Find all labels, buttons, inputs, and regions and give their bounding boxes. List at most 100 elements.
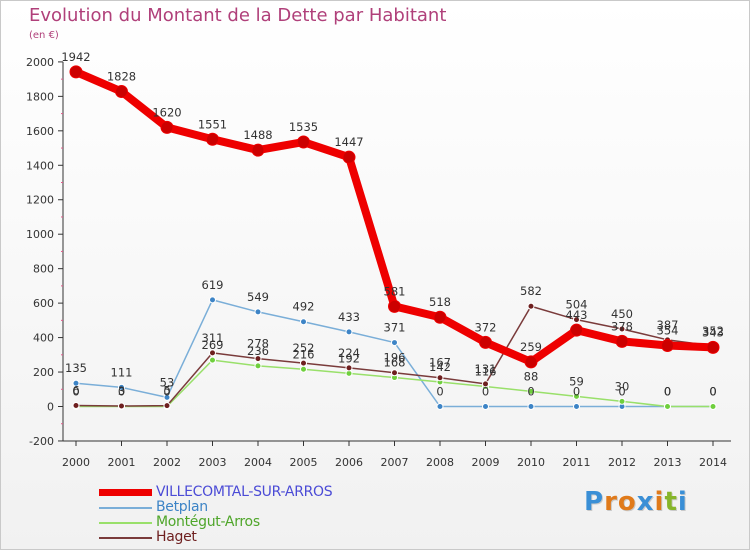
- y-tick-label: 1800: [26, 90, 54, 103]
- legend-label: Betplan: [156, 499, 208, 515]
- data-point: [482, 403, 489, 410]
- data-label: 0: [664, 385, 671, 399]
- brand-logo: Proxiti: [584, 487, 688, 517]
- data-label: 0: [573, 385, 580, 399]
- data-point: [388, 299, 401, 313]
- data-point: [72, 379, 80, 387]
- data-label: 0: [436, 385, 443, 399]
- data-point: [527, 387, 535, 395]
- data-label: 1535: [289, 120, 318, 134]
- data-point: [573, 403, 580, 410]
- data-label: 135: [65, 361, 87, 375]
- legend-swatch: [99, 489, 152, 496]
- data-point: [706, 340, 720, 354]
- data-label: 59: [569, 374, 584, 388]
- data-point: [300, 318, 307, 326]
- y-tick-label: 0: [47, 401, 54, 414]
- x-tick-label: 2004: [244, 456, 272, 469]
- data-point: [345, 364, 353, 372]
- data-label: 372: [475, 320, 497, 334]
- data-point: [573, 392, 580, 400]
- data-label: 0: [618, 385, 625, 399]
- data-point: [664, 403, 671, 410]
- data-label: 1620: [152, 105, 181, 119]
- data-label: 192: [338, 351, 360, 365]
- x-tick-label: 2011: [563, 456, 591, 469]
- data-point: [118, 383, 125, 391]
- data-point: [345, 328, 353, 336]
- data-point: [524, 355, 538, 369]
- data-label: 443: [566, 308, 588, 322]
- data-label: 236: [247, 344, 269, 358]
- data-point: [72, 401, 80, 409]
- data-point: [254, 355, 262, 363]
- brand-logo-letter: o: [617, 487, 637, 517]
- data-point: [391, 339, 398, 347]
- data-point: [209, 356, 216, 364]
- data-point: [570, 323, 583, 337]
- data-label: 387: [657, 318, 679, 332]
- data-label: 142: [429, 360, 451, 374]
- data-label: 131: [475, 362, 497, 376]
- y-tick-label: -200: [29, 435, 54, 448]
- data-label: 196: [384, 351, 406, 365]
- brand-logo-letter: t: [664, 487, 678, 517]
- data-label: 371: [384, 321, 406, 335]
- data-label: 5: [163, 384, 170, 398]
- y-tick-label: 1600: [26, 125, 54, 138]
- legend-swatch: [99, 507, 152, 509]
- data-label: 88: [524, 369, 539, 383]
- y-tick-label: 1200: [26, 194, 54, 207]
- data-label: 343: [702, 325, 724, 339]
- data-label: 269: [202, 338, 224, 352]
- data-point: [254, 362, 262, 370]
- data-label: 549: [247, 290, 269, 304]
- data-label: 504: [566, 298, 588, 312]
- y-tick-label: 800: [33, 263, 54, 276]
- x-tick-label: 2014: [699, 456, 727, 469]
- x-tick-label: 2003: [199, 456, 227, 469]
- data-label: 0: [163, 385, 170, 399]
- data-point: [163, 393, 171, 401]
- legend-swatch: [99, 522, 152, 524]
- data-label: 433: [338, 310, 360, 324]
- data-point: [160, 120, 174, 134]
- data-point: [118, 402, 125, 410]
- data-point: [618, 397, 626, 405]
- data-label: 0: [709, 385, 716, 399]
- y-tick-label: 400: [33, 332, 54, 345]
- data-label: 3: [118, 384, 125, 398]
- data-point: [615, 334, 629, 348]
- data-label: 252: [293, 341, 315, 355]
- data-label: 278: [247, 337, 269, 351]
- y-tick-label: 1000: [26, 228, 54, 241]
- data-label: 224: [338, 346, 360, 360]
- data-point: [573, 316, 580, 324]
- x-tick-label: 2001: [108, 456, 136, 469]
- data-label: 111: [111, 365, 133, 379]
- data-label: 1551: [198, 117, 227, 131]
- data-point: [206, 132, 219, 146]
- data-point: [479, 335, 492, 349]
- data-label: 619: [202, 278, 224, 292]
- data-point: [209, 296, 216, 304]
- data-point: [69, 65, 83, 79]
- data-point: [527, 302, 535, 310]
- legend-label: Haget: [156, 529, 197, 545]
- x-tick-label: 2007: [381, 456, 409, 469]
- data-label: 0: [118, 385, 125, 399]
- data-point: [342, 150, 356, 164]
- data-label: 354: [657, 324, 679, 338]
- data-label: 1447: [334, 135, 363, 149]
- data-point: [300, 359, 307, 367]
- data-label: 581: [384, 284, 406, 298]
- data-label: 0: [664, 385, 671, 399]
- data-point: [527, 403, 535, 410]
- data-label: 167: [429, 356, 451, 370]
- chart-title: Evolution du Montant de la Dette par Hab…: [29, 5, 447, 26]
- data-label: 1828: [107, 70, 136, 84]
- data-label: 378: [611, 319, 633, 333]
- y-tick-label: 600: [33, 297, 54, 310]
- data-label: 582: [520, 284, 542, 298]
